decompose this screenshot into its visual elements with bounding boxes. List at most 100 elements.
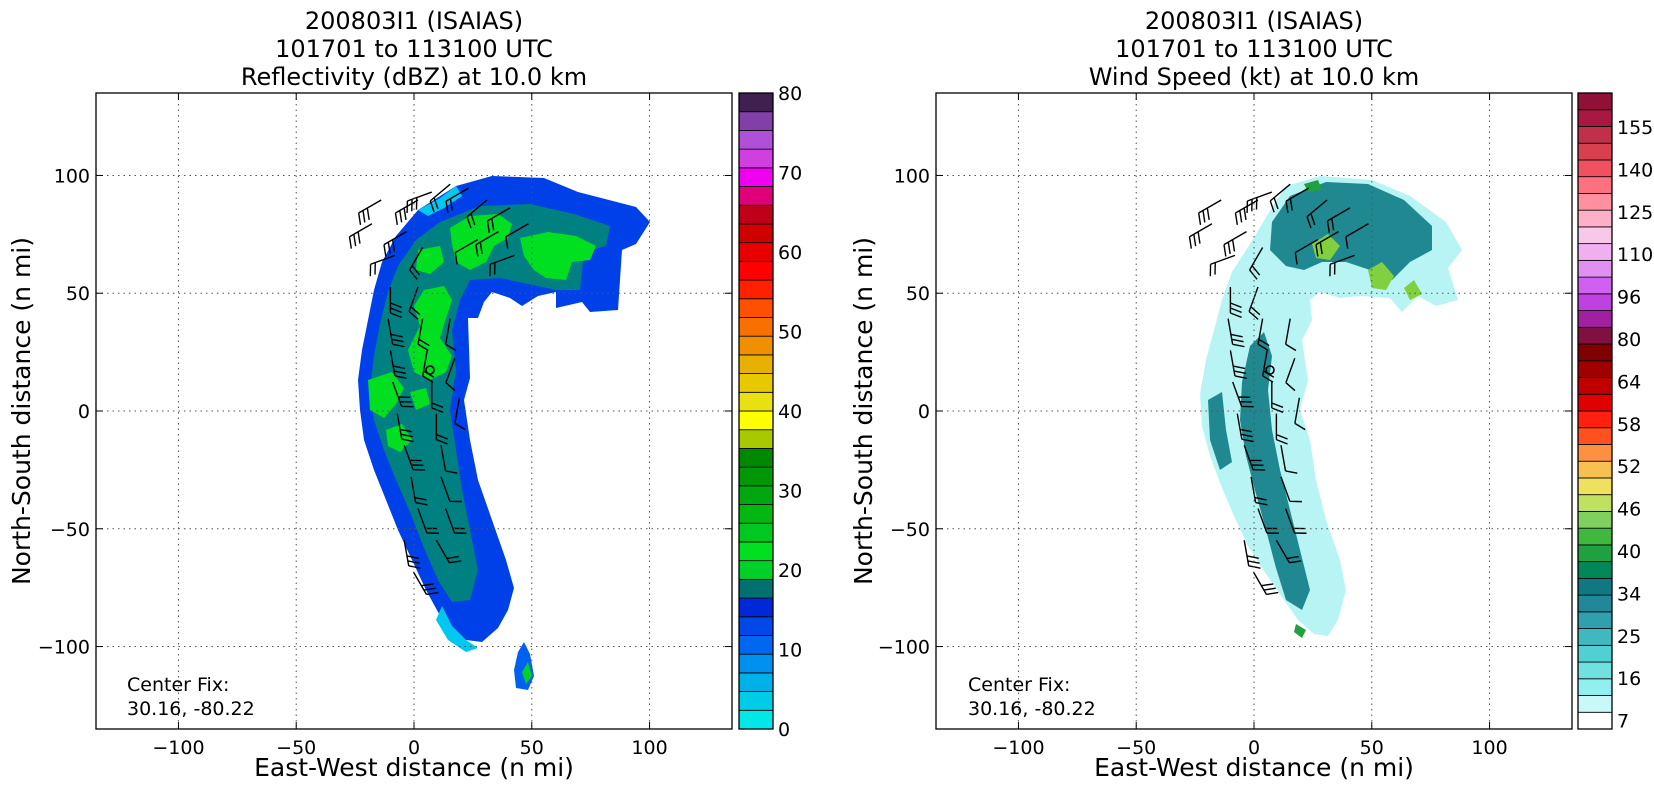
wind-barb <box>1248 286 1261 320</box>
panel-a-echo-south-cell <box>514 642 534 690</box>
colorbar-swatch <box>738 391 774 412</box>
colorbar-tick-label: 25 <box>1617 626 1641 648</box>
panel-a-colorbar: 0 10 20 30 40 50 60 70 80 <box>738 83 802 741</box>
wind-barb <box>440 476 462 503</box>
wind-barb <box>1315 231 1339 257</box>
colorbar-swatch <box>1577 611 1613 629</box>
panel-a-axis-ticks: −100 −50 0 50 100 −100 −50 0 50 100 <box>38 93 732 759</box>
wind-barb <box>1294 397 1306 431</box>
panel-a-center-fix-coords: 30.16, -80.22 <box>127 698 255 720</box>
colorbar-tick-label: 70 <box>778 163 802 185</box>
panel-reflectivity: 200803I1 (ISAIAS) 101701 to 113100 UTC R… <box>7 7 802 782</box>
colorbar-swatch <box>1577 393 1613 412</box>
panel-a-radar-field <box>348 176 650 690</box>
colorbar-swatch <box>738 354 774 374</box>
colorbar-swatch <box>1577 276 1613 295</box>
colorbar-swatch <box>738 204 774 225</box>
panel-a-echo-strong-north <box>408 214 596 380</box>
wind-barb <box>440 445 458 474</box>
wind-barb <box>1280 445 1298 474</box>
colorbar-swatch <box>738 317 774 337</box>
colorbar-swatch <box>1577 511 1613 529</box>
y-tick-label: 0 <box>78 401 90 423</box>
x-tick-label: −100 <box>992 737 1044 759</box>
panel-a-wind-barbs <box>348 183 529 596</box>
wind-barb <box>1329 254 1355 277</box>
colorbar-swatch <box>1577 92 1613 111</box>
wind-barb <box>435 539 462 564</box>
colorbar-tick-label: 155 <box>1617 117 1653 139</box>
panel-b-gridlines <box>936 93 1572 729</box>
colorbar-swatch <box>1577 377 1613 395</box>
wind-barb <box>1197 199 1222 225</box>
colorbar-swatch <box>738 148 774 169</box>
colorbar-tick-label: 64 <box>1617 371 1641 393</box>
y-tick-label: −50 <box>50 519 90 541</box>
wind-barb <box>1243 540 1261 569</box>
panel-a-x-axis-label: East-West distance (n mi) <box>254 753 574 782</box>
y-tick-label: 0 <box>918 401 930 423</box>
y-tick-label: 50 <box>66 283 90 305</box>
wind-barb <box>1248 247 1264 280</box>
colorbar-swatch <box>738 466 774 487</box>
colorbar-swatch <box>738 223 774 244</box>
colorbar-swatch <box>1577 259 1613 278</box>
colorbar-swatch <box>1577 444 1613 462</box>
wind-barb <box>410 476 428 506</box>
colorbar-swatch <box>1577 561 1613 579</box>
wind-barb <box>1275 413 1288 445</box>
colorbar-swatch <box>1577 226 1613 245</box>
wind-barb <box>445 187 469 214</box>
colorbar-tick-label: 52 <box>1617 456 1641 478</box>
colorbar-swatch <box>1577 209 1613 228</box>
colorbar-tick-label: 50 <box>778 322 802 344</box>
colorbar-swatch <box>738 373 774 393</box>
wind-barb <box>1236 413 1254 443</box>
colorbar-swatch <box>738 616 774 636</box>
colorbar-swatch <box>1577 243 1613 261</box>
panel-b-y-axis-label: North-South distance (n mi) <box>849 237 878 585</box>
colorbar-swatch <box>1577 293 1613 311</box>
colorbar-swatch <box>738 448 774 468</box>
wind-barb <box>348 223 373 249</box>
colorbar-tick-label: 46 <box>1617 499 1641 521</box>
colorbar-swatch <box>1577 644 1613 663</box>
wind-barb <box>1257 318 1270 352</box>
colorbar-tick-label: 80 <box>778 83 802 105</box>
colorbar-swatch <box>738 335 774 356</box>
panel-a-echo-south-cell-core <box>522 662 532 684</box>
colorbar-tick-label: 7 <box>1617 711 1629 733</box>
wind-barb <box>1229 287 1242 319</box>
colorbar-swatch <box>1577 159 1613 178</box>
x-tick-label: −50 <box>1116 737 1156 759</box>
wind-barb <box>486 207 511 233</box>
colorbar-tick-label: 110 <box>1617 244 1653 266</box>
colorbar-swatch <box>738 429 774 449</box>
wind-barb <box>408 247 424 280</box>
wind-barb <box>435 413 448 445</box>
panel-b-wind-field <box>1188 176 1462 638</box>
colorbar-tick-label: 10 <box>778 640 802 662</box>
colorbar-frame <box>738 92 774 730</box>
colorbar-swatch <box>1577 678 1613 696</box>
wind-barb <box>1243 445 1266 471</box>
wind-barb <box>454 238 479 265</box>
x-tick-label: −50 <box>276 737 316 759</box>
wind-barb <box>1306 199 1328 229</box>
colorbar-tick-label: 20 <box>778 560 802 582</box>
wind-barb <box>1280 476 1302 503</box>
wind-barb <box>1275 539 1302 564</box>
colorbar-swatch <box>1577 594 1613 613</box>
colorbar-swatch <box>1577 343 1613 362</box>
colorbar-swatch <box>738 92 774 113</box>
colorbar-tick-label: 140 <box>1617 159 1653 181</box>
x-tick-label: 100 <box>1471 737 1507 759</box>
x-tick-label: 0 <box>408 737 420 759</box>
colorbar-frame <box>1577 92 1613 730</box>
panel-b-center-fix-marker <box>1265 365 1275 375</box>
colorbar-tick-label: 16 <box>1617 668 1641 690</box>
wind-barb <box>408 286 421 320</box>
wind-barb <box>1250 476 1268 506</box>
wind-barb <box>389 287 402 319</box>
